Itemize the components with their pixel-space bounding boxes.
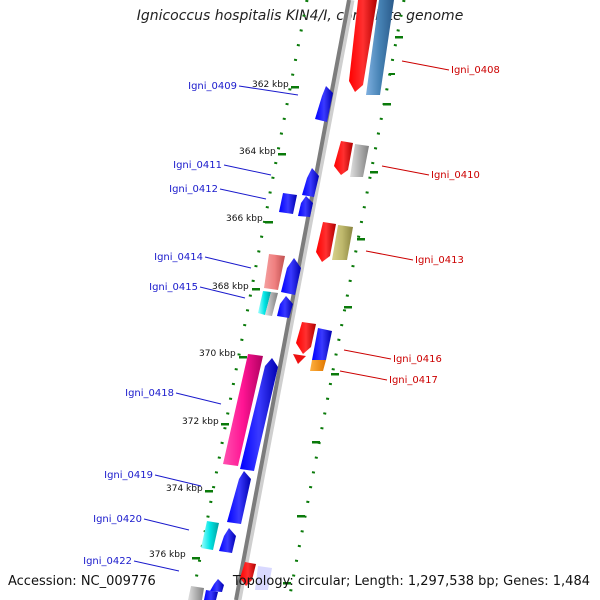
gene-igni-0414b[interactable] [281, 258, 301, 295]
label-igni-0417[interactable]: Igni_0417 [389, 375, 438, 386]
label-igni-0422[interactable]: Igni_0422 [83, 556, 132, 567]
tick-mark [370, 171, 378, 174]
label-igni-0416[interactable]: Igni_0416 [393, 354, 442, 365]
gene-igni-0410[interactable] [350, 144, 369, 177]
tick-mark [357, 238, 365, 241]
leader-igni-0409 [238, 85, 299, 96]
tick-mark [383, 103, 391, 106]
left-gene-labels: Igni_0409 Igni_0411 Igni_0412 Igni_0414 … [83, 81, 237, 567]
tick-mark [278, 153, 286, 156]
tick-label-362: 362 kbp [252, 80, 289, 90]
tick-mark [283, 582, 291, 585]
leader-igni-0413 [365, 250, 414, 261]
gene-igni-0409[interactable] [315, 86, 333, 122]
gene-igni-0408-red[interactable] [349, 0, 377, 92]
gene-igni-0418[interactable] [223, 354, 263, 466]
tick-label-370: 370 kbp [199, 349, 236, 359]
gene-igni-0412b[interactable] [298, 196, 313, 217]
label-igni-0409[interactable]: Igni_0409 [188, 81, 237, 92]
tick-label-368: 368 kbp [212, 282, 249, 292]
leader-igni-0419 [154, 474, 202, 487]
gene-igni-0413-red[interactable] [316, 222, 336, 262]
label-igni-0419[interactable]: Igni_0419 [104, 470, 153, 481]
leader-igni-0408 [401, 60, 450, 71]
gene-gray-lower[interactable] [188, 586, 204, 600]
tick-mark [291, 86, 299, 89]
tick-label-366: 366 kbp [226, 214, 263, 224]
label-igni-0414[interactable]: Igni_0414 [154, 252, 203, 263]
gene-igni-0416-red[interactable] [296, 322, 316, 354]
gene-igni-0417[interactable] [310, 360, 326, 371]
leader-igni-0410 [381, 165, 430, 176]
tick-label-376: 376 kbp [149, 550, 186, 560]
leader-igni-0417 [339, 370, 388, 381]
gene-igni-0413[interactable] [332, 225, 353, 260]
leader-igni-0422 [133, 560, 180, 572]
gene-igni-0420[interactable] [201, 521, 219, 550]
gene-igni-0419[interactable] [227, 471, 251, 524]
gene-igni-0408[interactable] [366, 0, 394, 95]
gene-features [188, 0, 394, 600]
tick-mark [297, 515, 305, 518]
tick-mark [312, 441, 320, 444]
leader-igni-0411 [223, 164, 272, 176]
tick-mark [395, 36, 403, 39]
right-gene-labels: Igni_0408 Igni_0410 Igni_0413 Igni_0416 … [389, 65, 500, 386]
gene-igni-0414[interactable] [264, 254, 285, 290]
label-igni-0418[interactable]: Igni_0418 [125, 388, 174, 399]
label-igni-0415[interactable]: Igni_0415 [149, 282, 198, 293]
gene-igni-0415c[interactable] [277, 296, 293, 318]
gene-igni-0415b[interactable] [265, 292, 278, 316]
tick-label-374: 374 kbp [166, 484, 203, 494]
leader-igni-0418 [175, 392, 222, 405]
gene-lavender-lower[interactable] [255, 566, 272, 590]
gene-igni-0415[interactable] [258, 291, 271, 315]
gene-red-lower[interactable] [240, 562, 256, 586]
leader-lines [133, 60, 450, 572]
leader-igni-0412 [219, 188, 267, 200]
tick-mark [239, 356, 247, 359]
tick-mark [221, 423, 229, 426]
label-igni-0408[interactable]: Igni_0408 [451, 65, 500, 76]
label-igni-0412[interactable]: Igni_0412 [169, 184, 218, 195]
gene-small-red[interactable] [293, 354, 306, 364]
gene-igni-0411[interactable] [302, 168, 319, 197]
tick-label-372: 372 kbp [182, 417, 219, 427]
gene-igni-0420b[interactable] [219, 528, 236, 553]
tick-mark [252, 288, 260, 291]
gene-igni-0418b[interactable] [240, 358, 278, 471]
leader-igni-0415 [199, 286, 246, 299]
leader-igni-0420 [143, 518, 190, 531]
gene-blue-lower[interactable] [204, 590, 218, 600]
tick-mark [331, 373, 339, 376]
tick-mark [344, 306, 352, 309]
label-igni-0413[interactable]: Igni_0413 [415, 255, 464, 266]
tick-mark [192, 557, 200, 560]
genome-summary: Topology: circular; Length: 1,297,538 bp… [232, 574, 590, 589]
tick-mark [265, 221, 273, 224]
leader-igni-0416 [343, 349, 392, 360]
tick-marks [192, 36, 403, 585]
gene-igni-0412[interactable] [279, 193, 297, 214]
genome-backbone [234, 0, 351, 600]
tick-mark [389, 73, 395, 75]
tick-labels: 362 kbp 364 kbp 366 kbp 368 kbp 370 kbp … [149, 80, 289, 560]
gene-igni-0422[interactable] [210, 579, 224, 592]
outer-track-dots [287, 0, 406, 600]
gene-igni-0416[interactable] [312, 328, 332, 360]
label-igni-0411[interactable]: Igni_0411 [173, 160, 222, 171]
leader-igni-0414 [204, 256, 252, 269]
tick-label-364: 364 kbp [239, 147, 276, 157]
gene-igni-0410-red[interactable] [334, 141, 353, 175]
tick-mark [205, 490, 213, 493]
accession-text: Accession: NC_009776 [8, 574, 156, 589]
label-igni-0410[interactable]: Igni_0410 [431, 170, 480, 181]
label-igni-0420[interactable]: Igni_0420 [93, 514, 142, 525]
